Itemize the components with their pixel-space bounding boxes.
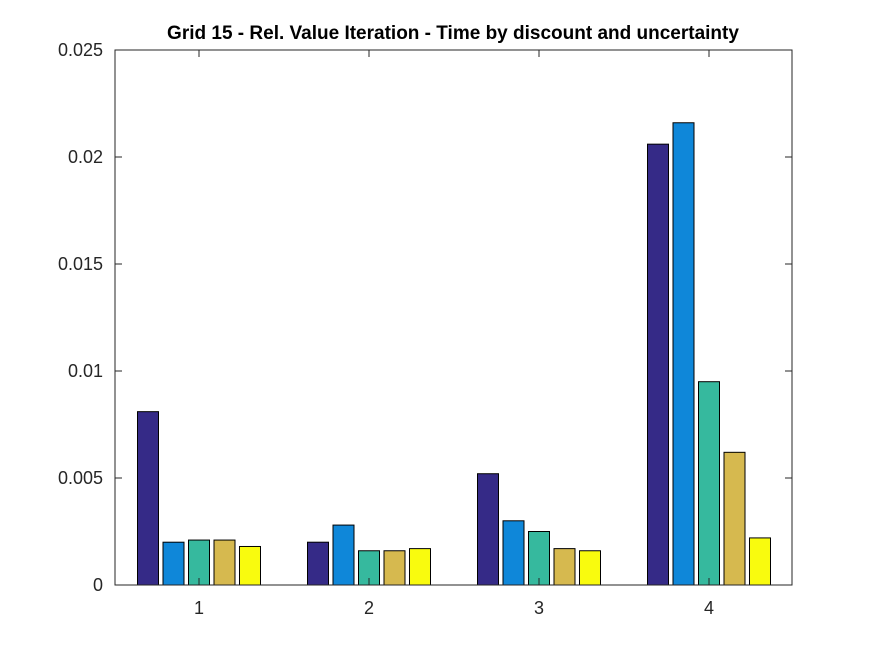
bar-s2-c1 (162, 541, 185, 586)
bar-s2-c3 (502, 520, 525, 586)
bar-s3-c4 (698, 381, 720, 586)
y-tick-label: 0.005 (58, 468, 103, 488)
axes-box (114, 49, 793, 586)
x-tick-label: 3 (534, 598, 544, 618)
bar-s2-c4 (672, 122, 695, 586)
y-tick-label: 0.02 (68, 147, 103, 167)
bar-s5-c3 (579, 550, 601, 586)
bar-s4-c2 (383, 550, 406, 586)
bar-s4-c1 (213, 539, 236, 586)
bar-s4-c4 (723, 451, 746, 586)
x-tick-label: 2 (364, 598, 374, 618)
y-tick-label: 0.025 (58, 40, 103, 60)
y-tick-label: 0.015 (58, 254, 103, 274)
bar-s1-c2 (307, 541, 329, 586)
y-tick-label: 0.01 (68, 361, 103, 381)
x-tick-label: 4 (704, 598, 714, 618)
bar-s4-c3 (553, 548, 576, 586)
bar-s2-c2 (332, 524, 355, 586)
bars-group (137, 122, 771, 586)
bar-s3-c3 (528, 531, 550, 586)
bar-s5-c4 (749, 537, 771, 586)
y-tick-label: 0 (93, 575, 103, 595)
bar-s1-c3 (477, 473, 499, 586)
tick-labels-group: 0 0.005 0.01 0.015 0.02 0.025 1 2 3 4 (58, 40, 714, 618)
x-tick-label: 1 (194, 598, 204, 618)
bar-s1-c4 (647, 143, 669, 586)
bar-s5-c1 (239, 545, 261, 586)
chart-title: Grid 15 - Rel. Value Iteration - Time by… (167, 23, 739, 44)
bar-s5-c2 (409, 548, 431, 586)
ticks-group (115, 49, 792, 586)
bar-s1-c1 (137, 411, 159, 586)
